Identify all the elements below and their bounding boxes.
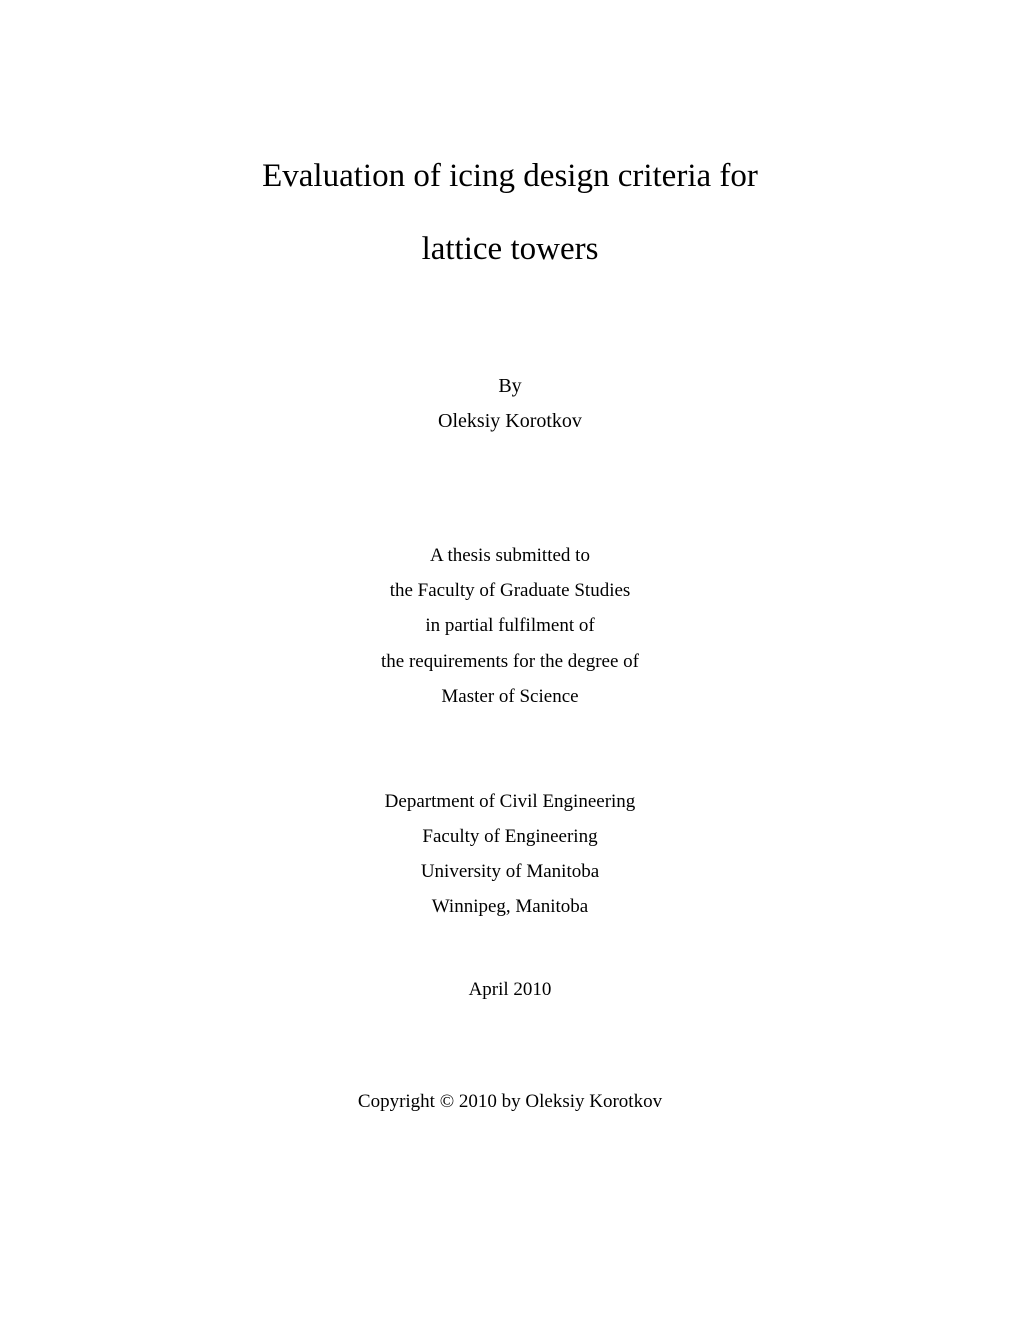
by-label: By	[438, 375, 582, 398]
department-block: Department of Civil Engineering Faculty …	[385, 784, 636, 925]
department-line-1: Department of Civil Engineering	[385, 784, 636, 819]
copyright-block: Copyright © 2010 by Oleksiy Korotkov	[358, 1091, 662, 1113]
author-block: By Oleksiy Korotkov	[438, 375, 582, 433]
submission-line-3: in partial fulfilment of	[381, 608, 639, 643]
author-name: Oleksiy Korotkov	[438, 410, 582, 433]
department-line-2: Faculty of Engineering	[385, 819, 636, 854]
title-line-2: lattice towers	[262, 213, 758, 286]
submission-line-1: A thesis submitted to	[381, 538, 639, 573]
thesis-title-page: Evaluation of icing design criteria for …	[0, 0, 1020, 1320]
date: April 2010	[469, 979, 552, 1001]
department-line-4: Winnipeg, Manitoba	[385, 889, 636, 924]
copyright-notice: Copyright © 2010 by Oleksiy Korotkov	[358, 1091, 662, 1113]
department-line-3: University of Manitoba	[385, 854, 636, 889]
submission-line-4: the requirements for the degree of	[381, 644, 639, 679]
title-block: Evaluation of icing design criteria for …	[262, 140, 758, 285]
date-block: April 2010	[469, 979, 552, 1001]
submission-line-2: the Faculty of Graduate Studies	[381, 573, 639, 608]
submission-block: A thesis submitted to the Faculty of Gra…	[381, 538, 639, 714]
title-line-1: Evaluation of icing design criteria for	[262, 140, 758, 213]
submission-line-5: Master of Science	[381, 679, 639, 714]
